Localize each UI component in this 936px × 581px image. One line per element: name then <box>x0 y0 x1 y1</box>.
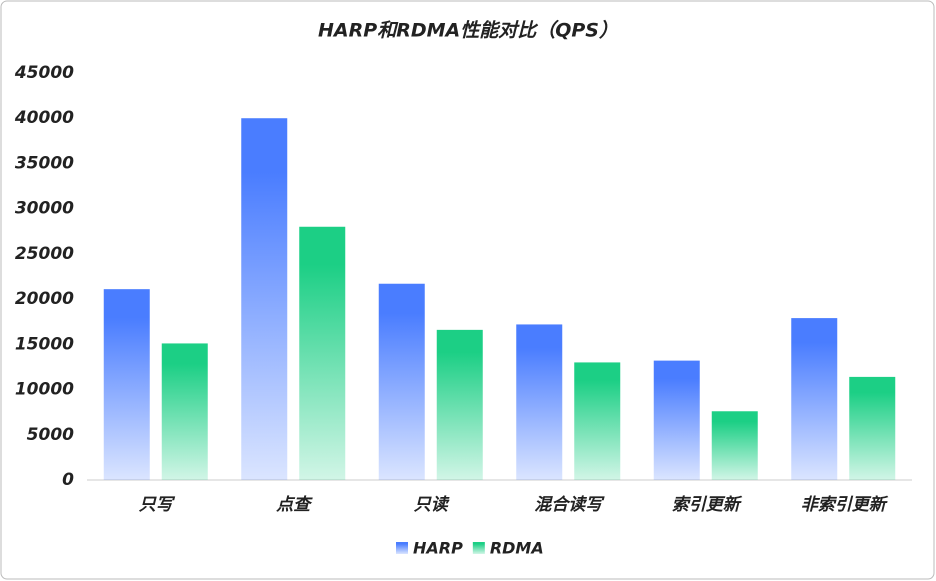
x-tick-label: 索引更新 <box>672 495 743 515</box>
y-tick-label: 45000 <box>14 63 74 83</box>
bar <box>791 318 838 480</box>
x-tick-label: 非索引更新 <box>801 495 889 515</box>
bar <box>299 226 346 480</box>
bar <box>436 329 483 480</box>
x-tick-label: 只读 <box>414 495 450 515</box>
bar <box>241 118 288 480</box>
legend-label: RDMA <box>490 539 544 558</box>
x-tick-label: 混合读写 <box>534 495 605 515</box>
y-tick-label: 30000 <box>15 199 74 219</box>
bar <box>103 289 150 480</box>
legend-label: HARP <box>413 539 463 558</box>
bar <box>378 283 425 480</box>
x-tick-label: 点查 <box>275 495 313 515</box>
y-tick-label: 40000 <box>14 108 74 128</box>
bar <box>161 343 208 480</box>
legend-marker <box>472 542 485 554</box>
y-tick-label: 35000 <box>15 153 74 173</box>
y-tick-label: 0 <box>62 470 74 490</box>
y-tick-label: 5000 <box>27 425 74 445</box>
y-tick-label: 15000 <box>15 334 74 354</box>
bar <box>849 376 896 480</box>
bar <box>516 324 563 480</box>
bar <box>653 360 700 480</box>
bar <box>711 411 758 480</box>
y-tick-label: 25000 <box>15 244 74 264</box>
y-tick-label: 10000 <box>15 380 74 400</box>
bar <box>574 362 621 480</box>
y-tick-label: 20000 <box>15 289 74 309</box>
x-tick-label: 只写 <box>139 495 176 515</box>
legend-marker <box>396 542 408 554</box>
chart-title: HARP和RDMA性能对比（QPS） <box>318 20 618 42</box>
